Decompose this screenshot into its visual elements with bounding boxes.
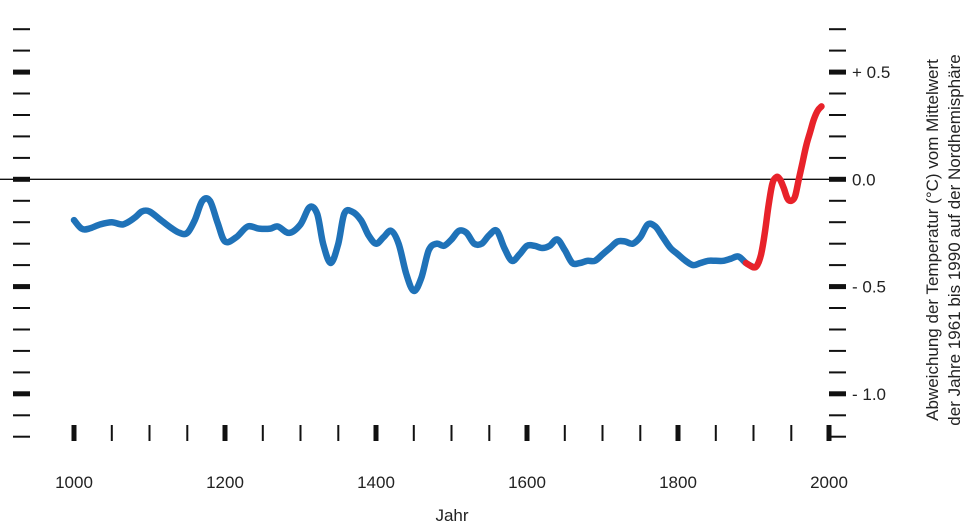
- y-tick-label: + 0.5: [852, 63, 890, 82]
- bottom-tick: [337, 425, 340, 441]
- right-tick: [829, 92, 846, 95]
- left-tick: [13, 414, 30, 417]
- right-tick: [829, 307, 846, 309]
- left-tick: [13, 49, 30, 52]
- right-tick: [829, 156, 846, 159]
- y-axis-title-line-2: der Jahre 1961 bis 1990 auf der Nordhemi…: [945, 54, 964, 425]
- left-tick: [13, 264, 30, 267]
- right-tick: [829, 176, 846, 182]
- x-tick-label: 1600: [508, 473, 546, 492]
- x-tick-label: 1200: [206, 473, 244, 492]
- bottom-tick: [450, 425, 453, 441]
- x-tick-label: 1000: [55, 473, 93, 492]
- left-tick: [13, 307, 30, 309]
- series-line-1: [70, 194, 757, 295]
- bottom-tick: [186, 425, 189, 441]
- left-tick: [13, 435, 30, 438]
- bottom-tick: [71, 425, 77, 441]
- right-tick: [829, 328, 846, 331]
- bottom-axis-ticks: [71, 425, 832, 441]
- left-axis-ticks: [13, 28, 30, 438]
- right-tick: [829, 28, 846, 31]
- left-tick: [13, 391, 30, 397]
- bottom-tick: [563, 425, 566, 441]
- left-tick: [13, 328, 30, 331]
- left-tick: [13, 69, 30, 75]
- right-tick: [829, 284, 846, 290]
- right-tick: [829, 391, 846, 397]
- bottom-tick: [373, 425, 379, 441]
- left-tick: [13, 28, 30, 31]
- right-tick: [829, 242, 846, 245]
- right-tick: [829, 349, 846, 352]
- bottom-tick: [412, 425, 415, 441]
- left-tick: [13, 114, 30, 116]
- series-layer: [70, 103, 825, 295]
- right-tick: [829, 264, 846, 267]
- bottom-tick: [261, 425, 264, 441]
- bottom-tick: [601, 425, 604, 441]
- bottom-tick: [675, 425, 681, 441]
- left-tick: [13, 242, 30, 245]
- y-tick-label: - 1.0: [852, 385, 886, 404]
- x-tick-label: 2000: [810, 473, 848, 492]
- right-tick: [829, 435, 846, 438]
- y-tick-label: 0.0: [852, 170, 876, 189]
- bottom-tick: [110, 425, 113, 441]
- bottom-tick: [222, 425, 228, 441]
- left-tick: [13, 349, 30, 352]
- x-axis-title: Jahr: [435, 506, 468, 525]
- bottom-tick: [714, 425, 717, 441]
- left-tick: [13, 199, 30, 202]
- series-line-2: [742, 103, 825, 271]
- left-tick: [13, 221, 30, 224]
- right-tick: [829, 414, 846, 417]
- right-tick: [829, 199, 846, 202]
- right-tick: [829, 371, 846, 374]
- x-tick-label: 1400: [357, 473, 395, 492]
- bottom-tick: [524, 425, 530, 441]
- left-tick: [13, 371, 30, 374]
- bottom-tick: [639, 425, 642, 441]
- x-tick-labels: 1000 1200 1400 1600 1800 2000: [55, 473, 848, 492]
- right-tick: [829, 69, 846, 75]
- left-tick: [13, 92, 30, 95]
- right-tick: [829, 221, 846, 224]
- x-tick-label: 1800: [659, 473, 697, 492]
- bottom-tick: [790, 425, 793, 441]
- right-axis-ticks: [829, 28, 846, 438]
- bottom-tick: [826, 425, 832, 441]
- left-tick: [13, 284, 30, 290]
- left-tick: [13, 156, 30, 159]
- bottom-tick: [299, 425, 302, 441]
- y-axis-title-line-1: Abweichung der Temperatur (°C) vom Mitte…: [923, 59, 942, 421]
- left-tick: [13, 135, 30, 138]
- bottom-tick: [488, 425, 491, 441]
- bottom-tick: [752, 425, 755, 441]
- y-tick-label: - 0.5: [852, 278, 886, 297]
- bottom-tick: [148, 425, 151, 441]
- right-tick: [829, 114, 846, 116]
- right-tick: [829, 135, 846, 138]
- right-tick: [829, 49, 846, 52]
- y-tick-labels: + 0.5 0.0 - 0.5 - 1.0: [852, 63, 890, 404]
